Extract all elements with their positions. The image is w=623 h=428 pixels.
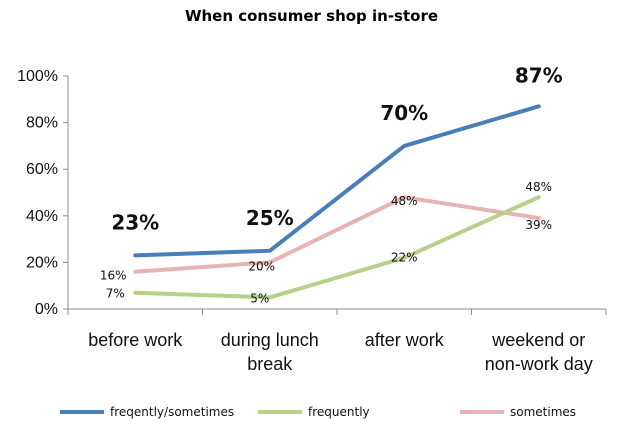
legend-label: freqently/sometimes [110,405,234,419]
series-line-freqently-sometimes [133,104,541,258]
x-tick-label: before work [88,330,183,350]
x-tick-label: weekend or non-work day [485,330,593,374]
data-label: 70% [380,101,428,125]
data-label: 23% [111,210,159,234]
series-line-frequently [133,195,541,300]
data-label: 48% [525,180,552,194]
legend-label: frequently [308,405,370,419]
data-label: 16% [100,269,127,283]
x-tick-label: during lunch break [221,330,319,374]
data-label: 87% [515,63,563,87]
x-tick-label: after work [365,330,445,350]
y-tick-label: 40% [26,208,58,225]
data-label: 48% [391,194,418,208]
data-label: 5% [250,291,269,305]
data-label: 39% [525,218,552,232]
y-tick-label: 0% [35,301,58,318]
series-line-sometimes [133,195,541,274]
chart-title: When consumer shop in-store [184,7,439,25]
data-label: 7% [106,287,125,301]
y-tick-label: 80% [26,115,58,132]
data-label: 25% [246,206,294,230]
data-label: 22% [391,251,418,265]
y-tick-label: 20% [26,254,58,271]
legend-label: sometimes [510,405,576,419]
y-tick-label: 60% [26,161,58,178]
data-label: 20% [248,259,275,273]
y-tick-label: 100% [17,68,58,85]
